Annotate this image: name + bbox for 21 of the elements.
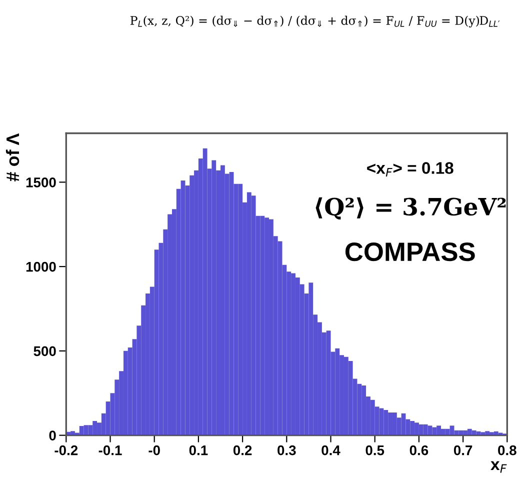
- annotation: ⟨Q²⟩ = 3.7GeV²: [316, 197, 506, 220]
- text: P$_{L}$(x, z, Q²) = (dσ$_{⇓}$ − dσ$_{⇑}$) / (dσ$_{⇓}$ + dσ$_{⇑}$) = F$_{UL}$ / F$_{UU}$ = D(y)D$_{LL′}$: [130, 16, 500, 28]
- annotation: COMPASS: [345, 242, 475, 262]
- x-tick-label: 0.8: [498, 445, 516, 456]
- x-tick-label: -0.2: [54, 445, 78, 456]
- y-tick-label: 500: [34, 346, 56, 356]
- x-axis-title: x$_{F}$: [490, 461, 507, 473]
- y-axis-title: # of Λ: [6, 133, 20, 182]
- x-tick-label: 0.5: [366, 445, 384, 456]
- x-tick-label: 0.2: [233, 445, 252, 456]
- y-tick-label: 1000: [26, 262, 56, 272]
- x-tick-label: 0.4: [322, 445, 340, 456]
- x-tick-label: 0.3: [278, 445, 296, 456]
- x-tick-label: -0: [148, 445, 160, 456]
- y-tick-label: 1500: [26, 178, 56, 188]
- annotation: <x$_{F}$> = 0.18: [367, 162, 454, 176]
- x-tick-label: 0.1: [189, 445, 208, 456]
- x-tick-label: 0.6: [410, 445, 428, 456]
- x-tick-label: 0.7: [454, 445, 472, 456]
- x-tick-label: -0.1: [98, 445, 122, 456]
- y-tick-label: 0: [49, 430, 56, 440]
